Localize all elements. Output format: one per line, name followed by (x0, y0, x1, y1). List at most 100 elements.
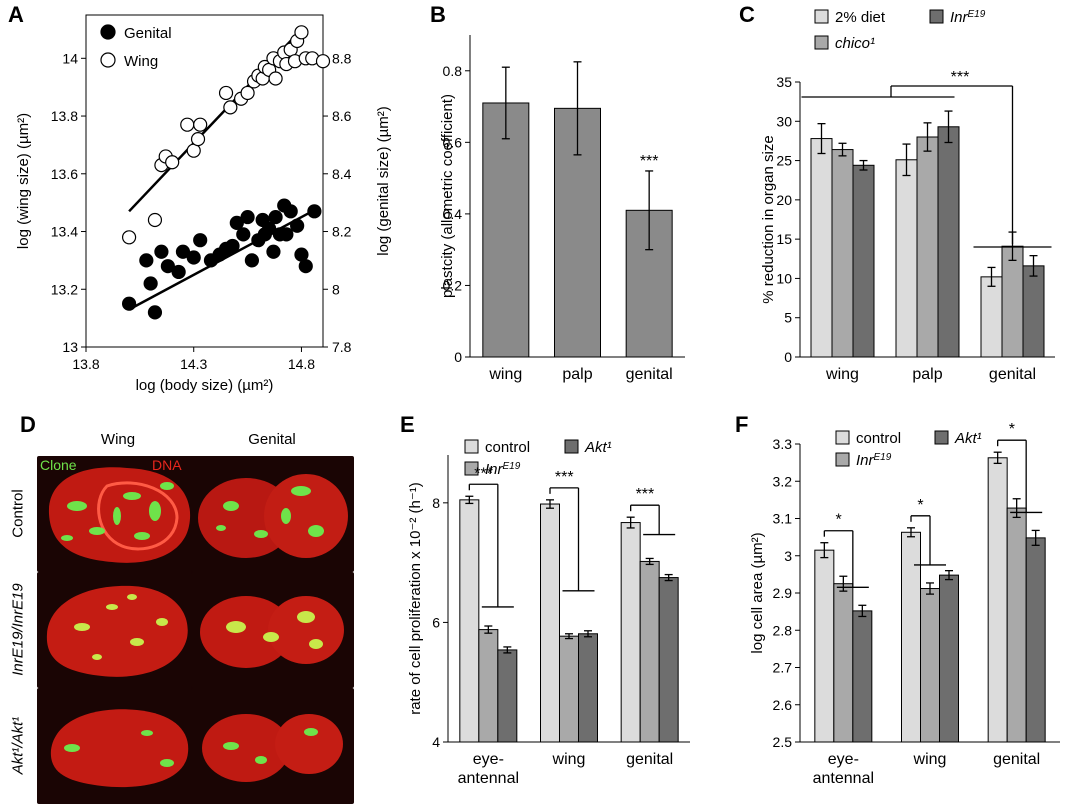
panel-letter: E (400, 412, 415, 437)
legend-label: Genital (124, 25, 172, 42)
y2-tick-label: 8.8 (332, 50, 352, 66)
data-point-genital (186, 250, 201, 265)
y-tick-label: 25 (776, 153, 792, 169)
bar (559, 635, 579, 743)
y-tick-label: 0.6 (443, 134, 463, 150)
category-label: antennal (458, 770, 519, 787)
legend-swatch (464, 439, 479, 454)
panel-letter-d: D (20, 412, 36, 437)
y-tick-label: 13.2 (51, 281, 78, 297)
y-tick-label: 20 (776, 192, 792, 208)
y-axis-label: rate of cell proliferation x 10⁻² (h⁻¹) (407, 482, 424, 715)
y-tick-label: 0.4 (443, 206, 463, 222)
panel-a: A 13.8 14.3 14.8 13 13.2 13.4 13.6 13.8 14 7.8 8 8.2… (8, 2, 392, 394)
panel-b: B 0 0.2 0.4 0.6 0.8 plastcity (allometric coef… (430, 2, 685, 383)
data-point-genital (262, 221, 277, 236)
y-tick-label: 2.9 (773, 585, 793, 601)
significance-label: *** (640, 153, 659, 170)
data-point-wing (268, 71, 283, 86)
y-tick-label: 15 (776, 231, 792, 247)
data-point-genital (139, 253, 154, 268)
bar (916, 136, 939, 358)
legend-swatch (814, 35, 829, 50)
category-label: genital (626, 366, 673, 383)
category-label: wing (913, 751, 947, 768)
bar (814, 549, 835, 743)
y-tick-label: 30 (776, 113, 792, 129)
bar (497, 649, 518, 743)
y2-tick-label: 8.2 (332, 224, 352, 240)
y-tick-label: 0 (784, 349, 792, 365)
panel-c: C 0 5 10 15 20 25 30 35 % reduction in organ size… (739, 2, 1055, 383)
bar (852, 164, 875, 358)
category-label: genital (993, 751, 1040, 768)
micrograph-akt-genital (191, 688, 354, 804)
data-point-genital (298, 259, 313, 274)
y-tick-label: 3.1 (773, 511, 793, 527)
significance-label: *** (636, 486, 655, 503)
x-tick-label: 14.3 (180, 356, 207, 372)
bar (833, 583, 854, 743)
panel-letter: C (739, 2, 755, 27)
row-label-akt: Akt¹/Akt¹ (9, 716, 27, 775)
y-tick-label: 13.6 (51, 166, 78, 182)
category-label: wing (488, 366, 522, 383)
data-point-genital (160, 259, 175, 274)
category-label: palp (562, 366, 592, 383)
data-point-wing (180, 117, 195, 132)
y-tick-label: 13.4 (51, 224, 78, 240)
y-tick-label: 13 (62, 339, 78, 355)
legend-swatch (814, 9, 829, 24)
micrograph-inr-wing (37, 572, 200, 688)
significance-label: * (917, 497, 923, 514)
bar (1025, 537, 1046, 743)
col-label-wing: Wing (101, 431, 135, 448)
bar (980, 276, 1003, 358)
data-point-genital (229, 215, 244, 230)
y2-tick-label: 8 (332, 281, 340, 297)
data-point-wing (240, 85, 255, 101)
legend-label: InrE19 (485, 461, 521, 479)
data-point-wing (223, 100, 238, 115)
y-tick-label: 0 (454, 349, 462, 365)
y-axis-label: % reduction in organ size (760, 135, 777, 303)
data-point-wing (218, 85, 234, 101)
category-label: wing (552, 751, 586, 768)
bar (478, 629, 499, 743)
bar (1022, 265, 1045, 358)
y-tick-label: 5 (784, 310, 792, 326)
category-label: antennal (813, 770, 874, 787)
legend-label: Akt¹ (584, 439, 612, 456)
category-label: eye- (473, 751, 504, 768)
y-tick-label: 35 (776, 74, 792, 90)
panel-letter: B (430, 2, 446, 27)
data-point-genital (268, 209, 283, 225)
bar (620, 522, 641, 743)
y-tick-label: 13.8 (51, 108, 78, 124)
y-tick-label: 14 (62, 50, 78, 66)
legend-swatch (564, 439, 579, 454)
panel-letter: F (735, 412, 748, 437)
category-label: genital (626, 751, 673, 768)
legend-label: Akt¹ (954, 430, 982, 447)
legend-swatch (835, 452, 850, 467)
bar (937, 126, 960, 358)
y2-tick-label: 7.8 (332, 339, 352, 355)
bar (831, 149, 854, 358)
y-tick-label: 2.6 (773, 697, 793, 713)
y-tick-label: 3 (784, 548, 792, 564)
legend-marker (100, 24, 116, 40)
category-label: wing (825, 366, 859, 383)
data-point-wing (190, 132, 206, 147)
legend-swatch (934, 430, 949, 445)
plot-frame (85, 14, 324, 348)
x-tick-label: 13.8 (72, 356, 99, 372)
micrograph-akt-wing (37, 688, 200, 804)
y-tick-label: 8 (432, 495, 440, 511)
significance-label: *** (474, 465, 493, 482)
x-axis-label: log (body size) (µm²) (136, 377, 274, 394)
y-tick-label: 2.7 (773, 660, 793, 676)
bar (1006, 507, 1027, 743)
data-point-genital (236, 227, 251, 242)
